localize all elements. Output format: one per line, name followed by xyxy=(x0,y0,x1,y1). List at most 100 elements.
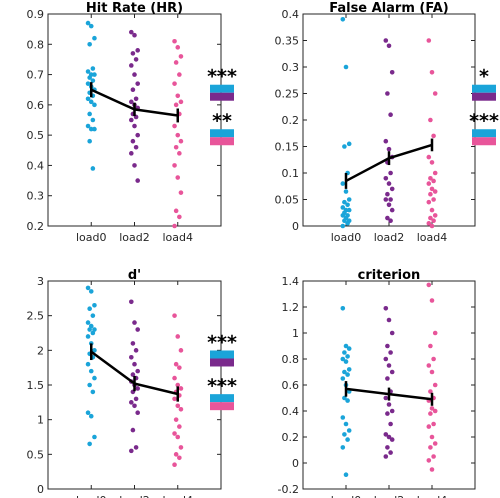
data-point-load0 xyxy=(88,126,94,132)
data-point-load2 xyxy=(389,207,395,213)
x-tick-label: load4 xyxy=(162,494,193,498)
data-point-load2 xyxy=(383,356,389,362)
significance-stars: *** xyxy=(207,331,237,353)
chart-panel-3: criterion -0.2 0 0.2 0.4 0.6 0.8 1 1.2 1.4 load0 lo… xyxy=(278,268,476,498)
significance-stars: ** xyxy=(212,110,232,132)
data-point-load4 xyxy=(175,382,181,388)
data-point-load0 xyxy=(345,354,350,359)
data-point-load4 xyxy=(428,411,433,416)
data-point-load4 xyxy=(432,382,438,388)
data-point-load2 xyxy=(386,146,392,152)
data-point-load4 xyxy=(428,343,433,349)
data-point-load4 xyxy=(432,441,438,446)
data-point-load0 xyxy=(85,96,91,102)
axis-box xyxy=(47,13,222,227)
y-tick-label: 0.7 xyxy=(27,69,45,82)
significance-swatch xyxy=(210,358,234,367)
data-point-load0 xyxy=(87,327,92,332)
data-point-load2 xyxy=(388,197,393,202)
x-tick-label: load2 xyxy=(374,494,405,498)
data-point-load4 xyxy=(426,181,432,186)
data-point-load0 xyxy=(345,437,350,442)
data-point-load4 xyxy=(432,91,438,96)
data-point-load0 xyxy=(342,395,347,401)
data-point-load4 xyxy=(432,330,438,336)
data-point-load4 xyxy=(429,406,435,411)
x-tick-label: load2 xyxy=(119,231,150,244)
data-point-load0 xyxy=(342,218,347,223)
data-point-load2 xyxy=(129,99,134,105)
significance-swatch xyxy=(472,92,496,101)
data-point-load2 xyxy=(383,197,389,202)
y-tick-label: 0.2 xyxy=(282,114,300,127)
data-point-load0 xyxy=(340,205,346,210)
significance-swatch xyxy=(472,84,496,93)
data-point-load0 xyxy=(87,441,92,447)
data-point-load4 xyxy=(428,445,433,450)
chart-panel-1: False Alarm (FA) 0 0.05 0.1 0.15 0.2 0.25 0.3 0.… xyxy=(275,1,499,244)
data-point-load4 xyxy=(178,445,184,450)
y-tick-label: 0 xyxy=(292,220,299,233)
data-point-load0 xyxy=(87,382,92,388)
data-point-load0 xyxy=(343,189,349,194)
y-tick-label: 0.35 xyxy=(275,35,300,48)
x-tick-label: load2 xyxy=(119,494,150,498)
y-tick-label: 0.2 xyxy=(282,431,300,444)
data-point-load2 xyxy=(130,51,136,56)
data-point-load0 xyxy=(343,359,349,364)
data-point-load0 xyxy=(88,413,94,419)
data-point-load4 xyxy=(432,213,438,218)
data-point-load0 xyxy=(88,368,94,374)
x-tick-label: load4 xyxy=(162,231,193,244)
data-point-load4 xyxy=(172,313,177,318)
data-point-load4 xyxy=(173,60,179,65)
data-point-load0 xyxy=(343,472,349,478)
data-point-load2 xyxy=(389,70,395,75)
y-tick-label: 2 xyxy=(37,344,44,357)
data-point-load2 xyxy=(133,445,139,450)
y-tick-label: 0.1 xyxy=(282,167,300,180)
data-point-load0 xyxy=(340,181,346,186)
data-point-load0 xyxy=(87,306,92,312)
panel-title: False Alarm (FA) xyxy=(329,1,449,16)
data-point-load0 xyxy=(85,320,91,325)
data-point-load0 xyxy=(85,20,91,26)
data-point-load0 xyxy=(340,17,346,22)
data-point-load0 xyxy=(342,432,347,437)
data-point-load4 xyxy=(426,458,432,463)
axis-box xyxy=(302,280,476,490)
data-point-load4 xyxy=(429,298,435,303)
data-point-load4 xyxy=(173,102,179,108)
data-point-load4 xyxy=(178,190,184,195)
data-point-load4 xyxy=(431,178,436,184)
data-point-load4 xyxy=(172,431,177,436)
data-point-load0 xyxy=(342,199,347,205)
y-tick-label: 0.4 xyxy=(282,405,300,418)
data-point-load2 xyxy=(385,376,390,381)
x-tick-label: load0 xyxy=(76,494,107,498)
data-point-load2 xyxy=(386,181,392,186)
chart-panel-0: Hit Rate (HR) 0.2 0.3 0.4 0.5 0.6 0.7 0.8 0.9 loa… xyxy=(27,1,237,244)
data-point-load0 xyxy=(346,367,352,372)
y-tick-label: 1.4 xyxy=(282,275,300,288)
data-point-load4 xyxy=(431,133,436,139)
data-point-load0 xyxy=(88,323,94,329)
y-tick-label: 0.25 xyxy=(275,88,300,101)
data-point-load2 xyxy=(383,306,389,311)
data-point-load4 xyxy=(178,138,184,144)
data-point-load0 xyxy=(346,428,352,433)
significance-stars: *** xyxy=(469,110,499,132)
data-point-load2 xyxy=(386,434,392,440)
y-tick-label: 0.5 xyxy=(27,129,45,142)
y-tick-label: 2.5 xyxy=(27,310,45,323)
data-point-load2 xyxy=(129,299,134,305)
data-point-load4 xyxy=(177,365,182,370)
data-point-load4 xyxy=(431,421,436,427)
data-point-load2 xyxy=(386,402,392,407)
data-point-load2 xyxy=(132,32,137,38)
data-point-load4 xyxy=(173,208,179,214)
data-point-load0 xyxy=(87,138,92,144)
data-point-load0 xyxy=(92,375,97,381)
y-tick-label: 0.3 xyxy=(282,61,300,74)
data-point-load2 xyxy=(383,432,389,437)
